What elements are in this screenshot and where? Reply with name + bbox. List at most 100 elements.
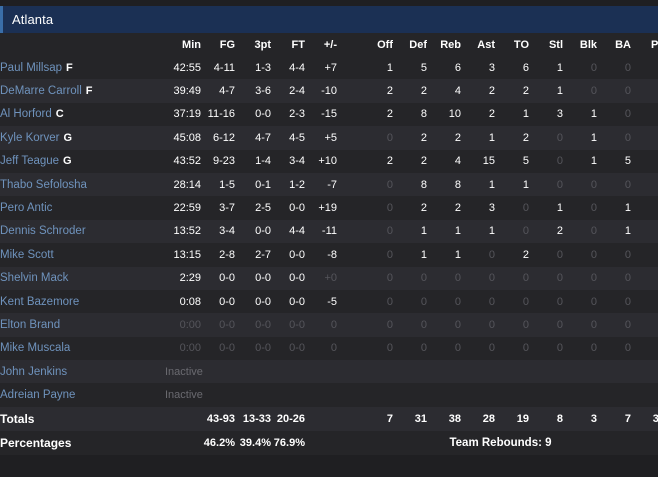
player-name-cell[interactable]: Kent Bazemore — [0, 290, 165, 313]
stat-off: 2 — [386, 108, 393, 121]
player-name[interactable]: Elton Brand — [0, 318, 61, 331]
player-name[interactable]: DeMarre Carroll — [0, 85, 82, 98]
stat-ft: 4-4 — [289, 61, 305, 74]
player-name-cell[interactable]: Adreian Payne — [0, 383, 165, 406]
stat-pm: -5 — [327, 295, 337, 308]
column-header-ast[interactable]: Ast — [477, 38, 495, 51]
stat-blk: 0 — [590, 178, 597, 191]
stat-tp: 1-4 — [255, 155, 271, 168]
stat-def: 8 — [420, 108, 427, 121]
stat-def: 0 — [420, 318, 427, 331]
column-header-blk[interactable]: Blk — [579, 38, 597, 51]
stat-reb: 10 — [448, 108, 461, 121]
player-name[interactable]: Paul Millsap — [0, 61, 62, 74]
stat-fg: 0-0 — [219, 272, 235, 285]
player-name[interactable]: Kyle Korver — [0, 131, 60, 144]
stat-tp: 1-3 — [255, 61, 271, 74]
stat-pf: 6 — [631, 79, 658, 102]
player-name[interactable]: Al Horford — [0, 108, 52, 121]
player-name[interactable]: Adreian Payne — [0, 389, 76, 402]
stat-fg: 11-16 — [207, 108, 235, 121]
player-name-cell[interactable]: Al Horford C — [0, 103, 165, 126]
spacer-cell — [337, 337, 359, 360]
stat-off: 1 — [386, 61, 393, 74]
stat-ast: 2 — [488, 108, 495, 121]
player-name[interactable]: Jeff Teague — [0, 155, 60, 168]
stat-stl: 3 — [556, 108, 563, 121]
stat-min: 43:52 — [173, 155, 201, 168]
player-name[interactable]: Pero Antic — [0, 202, 53, 215]
player-name-cell[interactable]: Dennis Schroder — [0, 220, 165, 243]
column-header-spacer — [337, 33, 359, 56]
stat-blk: 0 — [590, 295, 597, 308]
stat-pm: -8 — [327, 248, 337, 261]
player-name-cell[interactable]: Shelvin Mack — [0, 267, 165, 290]
player-name-cell[interactable]: John Jenkins — [0, 360, 165, 383]
stat-to: 1 — [522, 108, 529, 121]
player-name[interactable]: Kent Bazemore — [0, 295, 80, 308]
player-name-cell[interactable]: Mike Muscala — [0, 337, 165, 360]
player-name-cell[interactable]: Thabo Sefolosha — [0, 173, 165, 196]
column-header-plusminus[interactable]: +/- — [323, 38, 337, 51]
column-header-stl[interactable]: Stl — [548, 38, 563, 51]
totals-fg: 43-93 — [206, 412, 235, 425]
stat-pf: 5 — [631, 56, 658, 79]
stat-ba: 0 — [624, 248, 631, 261]
table-row: Thabo Sefolosha28:141-50-11-2-7088110005… — [0, 172, 658, 197]
stat-stl: 0 — [556, 295, 563, 308]
team-rebounds-label: Team Rebounds: 9 — [449, 436, 552, 449]
stat-off: 0 — [386, 248, 393, 261]
totals-to: 19 — [516, 412, 529, 425]
stat-ft: 4-5 — [289, 131, 305, 144]
player-name-cell[interactable]: Jeff Teague G — [0, 150, 165, 173]
stat-ft: 0-0 — [289, 248, 305, 261]
player-name[interactable]: Thabo Sefolosha — [0, 178, 87, 191]
player-name-cell[interactable]: Pero Antic — [0, 196, 165, 219]
column-header-ba[interactable]: BA — [615, 38, 631, 51]
stat-ba: 1 — [624, 202, 631, 215]
player-name[interactable]: Mike Muscala — [0, 342, 71, 355]
spacer-cell — [337, 267, 359, 290]
player-name[interactable]: Dennis Schroder — [0, 225, 86, 238]
stat-off: 0 — [386, 295, 393, 308]
player-name[interactable]: John Jenkins — [0, 365, 68, 378]
stat-pm: +19 — [318, 202, 337, 215]
column-header-pf[interactable]: PF — [650, 38, 658, 51]
column-header-name[interactable] — [0, 33, 165, 56]
stat-off: 0 — [386, 178, 393, 191]
player-name-cell[interactable]: Mike Scott — [0, 243, 165, 266]
column-header-off[interactable]: Off — [377, 38, 393, 51]
stat-off: 0 — [386, 131, 393, 144]
player-name-cell[interactable]: Elton Brand — [0, 313, 165, 336]
column-header-def[interactable]: Def — [409, 38, 427, 51]
spacer-cell — [337, 290, 359, 313]
spacer-cell — [337, 173, 359, 196]
stat-def: 0 — [420, 295, 427, 308]
column-header-to[interactable]: TO — [513, 38, 529, 51]
player-name-cell[interactable]: Kyle Korver G — [0, 126, 165, 149]
totals-blk: 3 — [590, 412, 597, 425]
player-name[interactable]: Shelvin Mack — [0, 272, 69, 285]
stat-min: 0:00 — [179, 318, 201, 331]
stat-pf: 4 — [631, 150, 658, 173]
column-header-min[interactable]: Min — [182, 38, 201, 51]
stat-off: 0 — [386, 272, 393, 285]
stat-pm: -15 — [321, 108, 337, 121]
player-name-cell[interactable]: DeMarre Carroll F — [0, 79, 165, 102]
stat-blk: 0 — [590, 342, 597, 355]
column-header-3pt[interactable]: 3pt — [254, 38, 272, 51]
spacer-cell — [337, 243, 359, 266]
stat-pf: 0 — [631, 290, 658, 313]
column-header-fg[interactable]: FG — [219, 38, 235, 51]
stat-min: 45:08 — [173, 131, 201, 144]
column-header-ft[interactable]: FT — [291, 38, 305, 51]
stat-ft: 1-2 — [289, 178, 305, 191]
stat-reb: 0 — [454, 295, 461, 308]
stat-fg: 0-0 — [219, 318, 235, 331]
player-name-cell[interactable]: Paul Millsap F — [0, 56, 165, 79]
player-name[interactable]: Mike Scott — [0, 248, 54, 261]
column-header-reb[interactable]: Reb — [440, 38, 461, 51]
